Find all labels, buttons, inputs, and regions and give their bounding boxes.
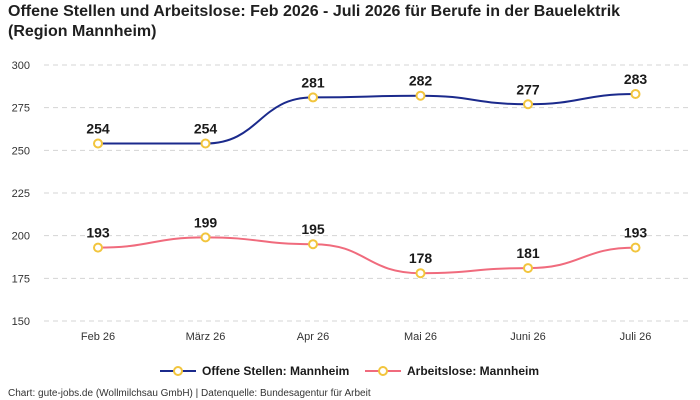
x-tick-label: März 26 [186, 331, 226, 343]
x-tick-label: Juli 26 [620, 331, 652, 343]
data-point [308, 239, 318, 250]
series-line [98, 93, 636, 145]
y-tick-label: 250 [12, 145, 30, 157]
chart-footer: Chart: gute-jobs.de (Wollmilchsau GmbH) … [8, 388, 371, 399]
x-axis-ticks: Feb 26 März 26 Apr 26 Mai 26 Juni 26 Juli 26 [81, 331, 652, 343]
data-point [630, 242, 641, 253]
grid-lines [44, 64, 692, 322]
data-label: 178 [409, 250, 433, 266]
data-point [200, 138, 211, 149]
legend: Offene Stellen: Mannheim Arbeitslose: Man… [160, 364, 539, 378]
data-labels: 254 254 281 282 277 283 193 199 195 178 181 193 [86, 71, 647, 266]
y-axis-ticks: 150 175 200 225 250 275 300 [12, 60, 30, 328]
data-points [93, 89, 641, 279]
y-tick-label: 175 [12, 273, 30, 285]
data-label: 193 [86, 225, 110, 241]
data-point [308, 92, 318, 103]
x-tick-label: Juni 26 [510, 331, 545, 343]
data-point [93, 242, 103, 253]
y-tick-label: 300 [12, 60, 30, 72]
x-tick-label: Apr 26 [297, 331, 329, 343]
x-tick-label: Feb 26 [81, 331, 115, 343]
data-label: 181 [516, 245, 540, 261]
y-tick-label: 150 [12, 316, 30, 328]
data-point [415, 268, 426, 279]
chart-title-line1: Offene Stellen und Arbeitslose: Feb 2026… [8, 3, 621, 20]
legend-label: Offene Stellen: Mannheim [202, 364, 349, 378]
data-point [200, 232, 211, 243]
data-label: 282 [409, 73, 433, 89]
y-tick-label: 200 [12, 231, 30, 243]
legend-label: Arbeitslose: Mannheim [407, 364, 539, 378]
data-label: 283 [624, 71, 648, 87]
data-point [415, 90, 426, 101]
y-tick-label: 225 [12, 188, 30, 200]
legend-swatch-marker [173, 366, 183, 376]
data-label: 199 [194, 214, 218, 230]
legend-swatch-marker [378, 366, 388, 376]
data-point [630, 89, 641, 100]
data-label: 281 [301, 74, 325, 90]
data-label: 277 [516, 81, 540, 97]
y-tick-label: 275 [12, 103, 30, 115]
x-tick-label: Mai 26 [404, 331, 437, 343]
data-point [523, 99, 533, 110]
chart-title-line2: (Region Mannheim) [8, 23, 157, 40]
data-label: 254 [194, 121, 218, 137]
data-label: 195 [301, 221, 325, 237]
data-label: 193 [624, 225, 648, 241]
chart-title: Offene Stellen und Arbeitslose: Feb 2026… [8, 2, 698, 42]
series-line [97, 236, 636, 275]
data-point [523, 263, 533, 274]
data-label: 254 [86, 121, 110, 137]
series-lines [97, 93, 636, 275]
data-point [93, 138, 103, 149]
